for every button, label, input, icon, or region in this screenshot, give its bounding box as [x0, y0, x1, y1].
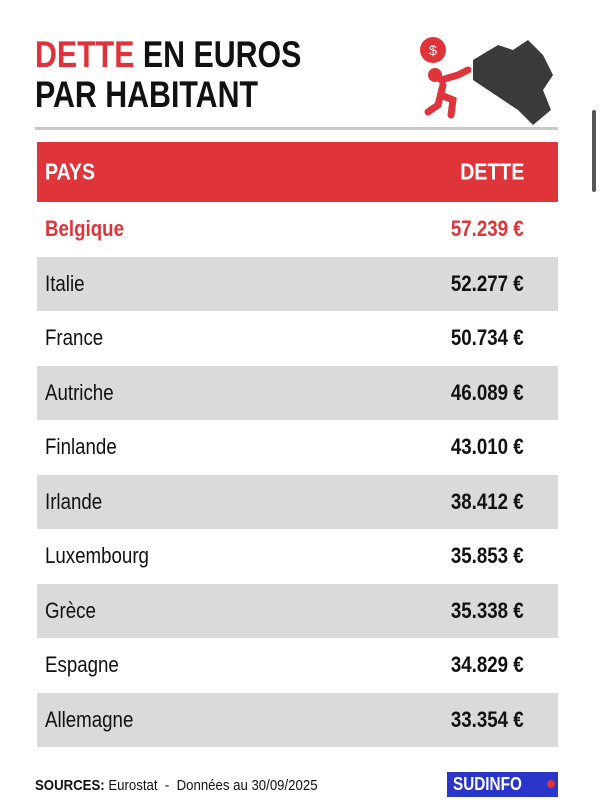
title-highlight: DETTE	[35, 34, 135, 75]
scrollbar	[592, 110, 596, 192]
country-name: Espagne	[45, 652, 119, 678]
column-header: DETTE	[459, 158, 524, 185]
figure-body	[424, 66, 472, 119]
debt-value: 43.010 €	[451, 434, 524, 460]
country-name: Luxembourg	[45, 543, 149, 569]
debt-value: 38.412 €	[451, 488, 524, 514]
table-row: Grèce 35.338 €	[37, 583, 558, 638]
table-row: Irlande 38.412 €	[37, 474, 558, 529]
debt-value: 35.338 €	[451, 597, 524, 623]
table-row: Finlande 43.010 €	[37, 420, 558, 475]
country-name: Irlande	[45, 488, 103, 514]
title: DETTE EN EUROS PAR HABITANT	[35, 35, 301, 115]
infographic: DETTE EN EUROS PAR HABITANT $ PAYS DETTE…	[18, 25, 580, 800]
country-name: Grèce	[45, 597, 96, 623]
table-row: Belgique 57.239 €	[37, 202, 558, 257]
country-name: France	[45, 325, 104, 351]
illustration: $	[420, 37, 553, 125]
table-row: Luxembourg 35.853 €	[37, 529, 558, 584]
divider	[35, 127, 558, 130]
debt-value: 50.734 €	[451, 325, 524, 351]
debt-value: 57.239 €	[451, 216, 524, 242]
source: Eurostat	[108, 777, 158, 794]
debt-value: 52.277 €	[451, 270, 524, 296]
debt-value: 34.829 €	[451, 652, 524, 678]
debt-value: 35.853 €	[451, 543, 524, 569]
separator: -	[164, 777, 170, 794]
money-bag	[420, 37, 446, 63]
logo-dot	[547, 780, 555, 788]
footer-sources: SOURCES: Eurostat - Données au 30/09/202…	[35, 777, 318, 794]
table-header: PAYS DETTE	[37, 142, 558, 202]
debt-value: 33.354 €	[451, 706, 524, 732]
table-row: Autriche 46.089 €	[37, 365, 558, 420]
date-note: Données au 30/09/2025	[176, 777, 318, 794]
title-line2: PAR HABITANT	[35, 74, 259, 115]
country-name: Autriche	[45, 379, 114, 405]
title-rest: EN EUROS	[142, 34, 302, 75]
map	[473, 40, 553, 125]
table-row: Allemagne 33.354 €	[37, 692, 558, 747]
country-name: Allemagne	[45, 706, 134, 732]
debt-value: 46.089 €	[451, 379, 524, 405]
sources-label: SOURCES:	[35, 777, 105, 794]
logo-text: SUDINFO	[453, 774, 522, 794]
country-name: Belgique	[45, 216, 124, 242]
table-row: Italie 52.277 €	[37, 256, 558, 311]
country-name: Italie	[45, 270, 85, 296]
dollar-icon: $	[429, 42, 437, 58]
logo: SUDINFO	[447, 772, 558, 797]
table-row: Espagne 34.829 €	[37, 638, 558, 693]
column-header: PAYS	[45, 158, 96, 185]
table-row: France 50.734 €	[37, 311, 558, 366]
country-name: Finlande	[45, 434, 117, 460]
